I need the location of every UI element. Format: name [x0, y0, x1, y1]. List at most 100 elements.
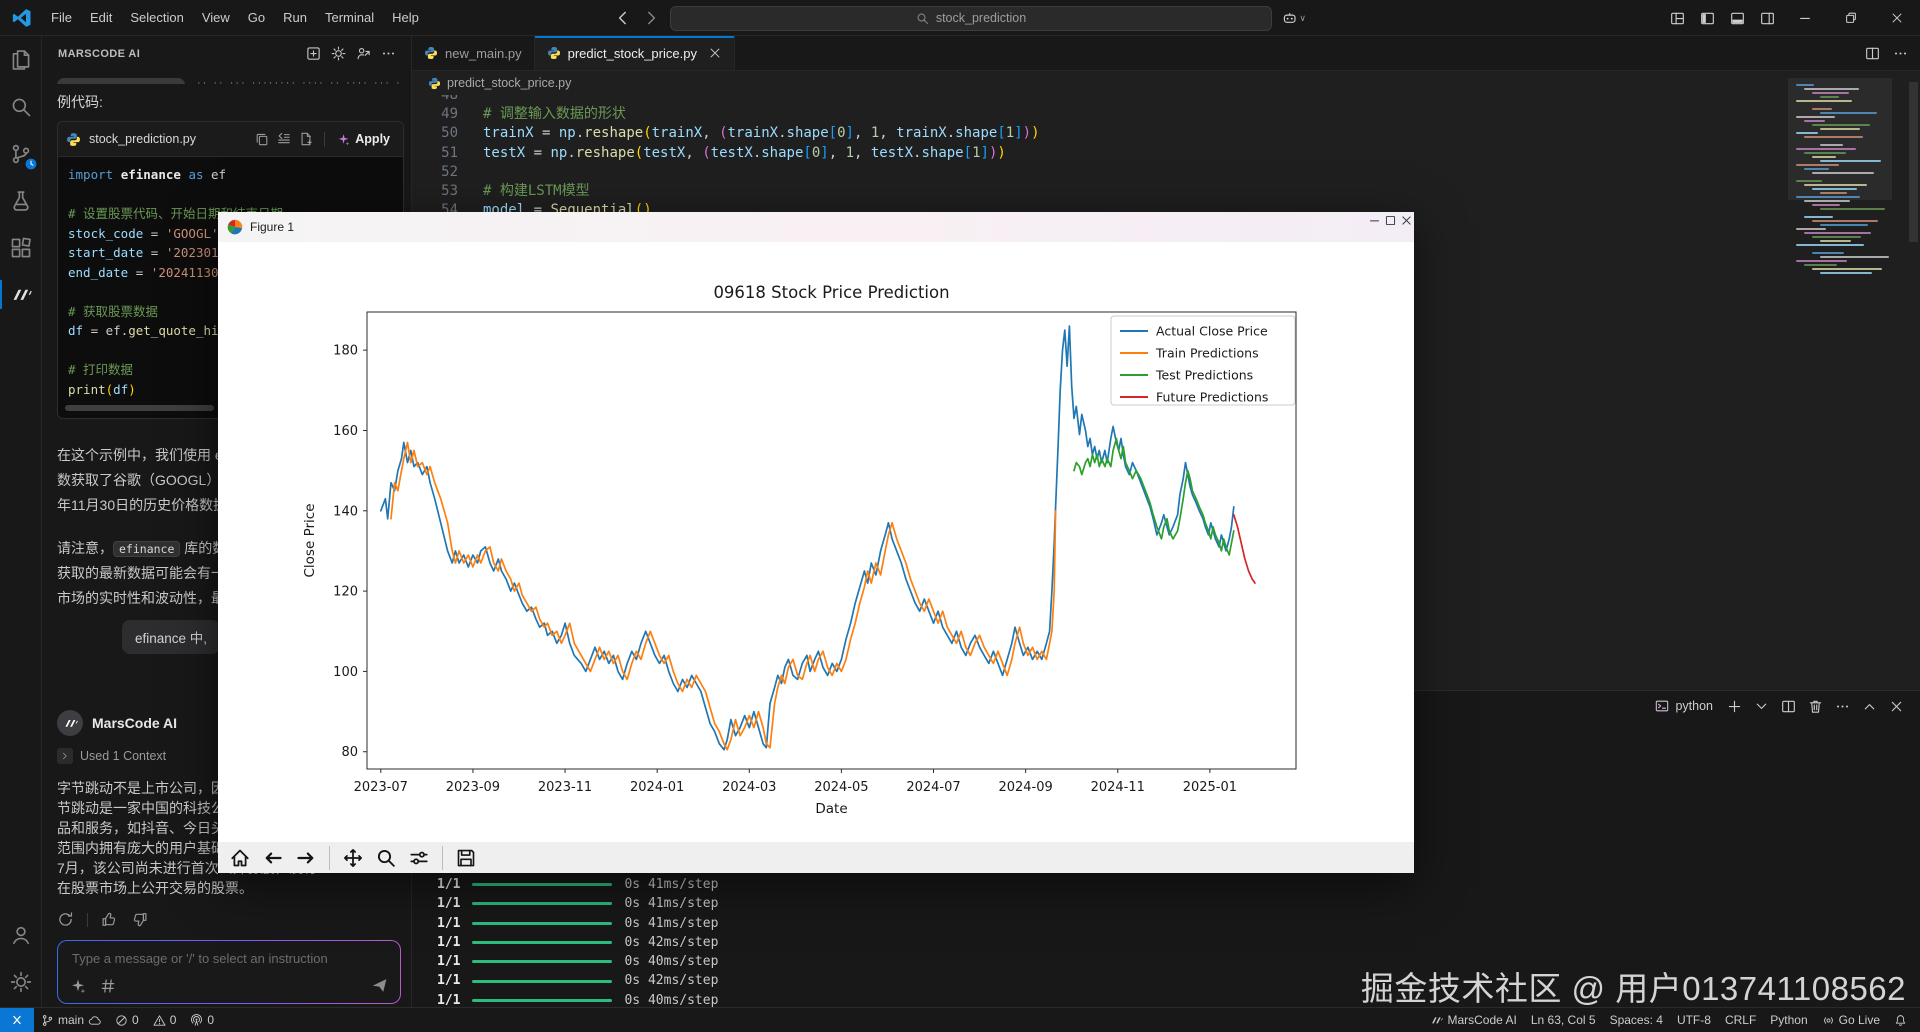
status-item[interactable]: [1887, 1014, 1914, 1027]
close-icon[interactable]: [1888, 698, 1904, 714]
copilot-icon[interactable]: ∨: [1282, 6, 1306, 30]
terminal-output[interactable]: 1/1 0s 41ms/step 1/1 0s 41ms/step 1/1 0s 41ms…: [412, 721, 1920, 1007]
code-card-scrollbar[interactable]: [65, 404, 396, 412]
maximize-icon[interactable]: [1382, 212, 1398, 228]
close-icon[interactable]: [1874, 0, 1920, 36]
layout-sidebar-right-icon[interactable]: [1752, 0, 1782, 36]
settings-gear-icon[interactable]: [0, 958, 42, 1005]
menu-view[interactable]: View: [201, 10, 230, 25]
breadcrumb[interactable]: predict_stock_price.py: [412, 71, 1920, 95]
python-icon: [424, 46, 438, 60]
nav-back-icon[interactable]: [614, 9, 632, 27]
status-item-0[interactable]: 0: [108, 1008, 146, 1032]
command-center: stock_prediction ∨: [614, 0, 1306, 36]
editor-scrollbar[interactable]: [1909, 82, 1918, 242]
line-number: 48: [441, 95, 458, 103]
status-item-go-live[interactable]: Go Live: [1815, 1013, 1887, 1027]
terminal-tab-python[interactable]: python: [1655, 699, 1713, 713]
new-file-icon[interactable]: [295, 128, 317, 150]
apply-button[interactable]: Apply: [332, 132, 395, 146]
broadcast-icon: [1822, 1014, 1835, 1027]
copy-icon[interactable]: [251, 128, 273, 150]
source-control-icon[interactable]: [0, 130, 42, 177]
zoom-icon[interactable]: [376, 848, 396, 868]
status-item-python[interactable]: Python: [1770, 1013, 1808, 1027]
configure-icon[interactable]: [409, 848, 429, 868]
pan-icon[interactable]: [343, 848, 363, 868]
close-icon[interactable]: [1398, 212, 1414, 228]
search-icon[interactable]: [0, 83, 42, 130]
minimize-icon[interactable]: [1782, 0, 1828, 36]
menu-edit[interactable]: Edit: [89, 10, 113, 25]
figure-toolbar: [218, 842, 1414, 873]
scrollbar-thumb[interactable]: [65, 405, 214, 411]
status-item-ln-63-col-5[interactable]: Ln 63, Col 5: [1530, 1013, 1596, 1027]
menu-help[interactable]: Help: [392, 10, 419, 25]
figure-titlebar[interactable]: Figure 1: [218, 212, 1414, 242]
chevron-up-icon[interactable]: [1861, 698, 1877, 714]
status-item-0[interactable]: 0: [146, 1008, 184, 1032]
extensions-icon[interactable]: [0, 224, 42, 271]
step-time: 0s 40ms/step: [624, 954, 719, 970]
search-input[interactable]: stock_prediction: [670, 5, 1272, 31]
progress-bar: [472, 979, 613, 983]
svg-text:2024-09: 2024-09: [998, 780, 1052, 795]
explorer-icon[interactable]: [0, 36, 42, 83]
layout-panel-icon[interactable]: [1722, 0, 1752, 36]
more-icon[interactable]: [376, 41, 401, 66]
insert-icon[interactable]: [273, 128, 295, 150]
context-row[interactable]: Used 1 Context: [57, 748, 401, 764]
more-icon[interactable]: [1892, 45, 1908, 61]
code-editor[interactable]: 48 49 # 调整输入数据的形状 50 trainX = np.reshape(tr…: [412, 95, 1920, 220]
back-icon[interactable]: [263, 848, 283, 868]
chevron-down-icon[interactable]: [1753, 698, 1769, 714]
status-item-crlf[interactable]: CRLF: [1724, 1013, 1757, 1027]
thumbs-down-icon[interactable]: [131, 911, 148, 928]
python-icon: [428, 77, 441, 90]
minimap[interactable]: [1788, 78, 1892, 290]
svg-text:120: 120: [333, 585, 358, 600]
status-item-spaces-4[interactable]: Spaces: 4: [1609, 1013, 1663, 1027]
layout-controls: [1662, 0, 1782, 36]
nav-forward-icon[interactable]: [642, 9, 660, 27]
menu-selection[interactable]: Selection: [130, 10, 184, 25]
home-icon[interactable]: [230, 848, 250, 868]
menu-terminal[interactable]: Terminal: [325, 10, 375, 25]
new-chat-icon[interactable]: [301, 41, 326, 66]
plus-icon[interactable]: [1726, 698, 1742, 714]
code-line: 53 # 构建LSTM模型: [412, 182, 1920, 201]
thumbs-up-icon[interactable]: [101, 911, 118, 928]
progress-label: 1/1: [437, 973, 461, 989]
status-item-marscode-ai[interactable]: MarsCode AI: [1423, 1013, 1523, 1027]
close-icon[interactable]: [708, 46, 722, 60]
more-icon[interactable]: [1834, 698, 1850, 714]
regenerate-icon[interactable]: [57, 911, 74, 928]
status-item-utf-8[interactable]: UTF-8: [1676, 1013, 1711, 1027]
menu-file[interactable]: File: [51, 10, 72, 25]
layout-customize-icon[interactable]: [1662, 0, 1692, 36]
remote-indicator[interactable]: [0, 1008, 34, 1032]
send-icon[interactable]: [371, 977, 388, 994]
test-flask-icon[interactable]: [0, 177, 42, 224]
save-icon[interactable]: [456, 848, 476, 868]
marscode-icon[interactable]: [0, 271, 42, 318]
status-item-main[interactable]: main: [34, 1008, 108, 1032]
settings-gear-icon[interactable]: [326, 41, 351, 66]
forward-icon[interactable]: [296, 848, 316, 868]
chat-input-field[interactable]: [70, 950, 383, 967]
menu-go[interactable]: Go: [247, 10, 266, 25]
tab-predict_stock_price.py[interactable]: predict_stock_price.py: [534, 36, 735, 70]
account-icon[interactable]: [0, 911, 42, 958]
split-editor-icon[interactable]: [1780, 698, 1796, 714]
sparkle-icon[interactable]: [70, 978, 86, 994]
layout-sidebar-left-icon[interactable]: [1692, 0, 1722, 36]
tab-new_main.py[interactable]: new_main.py: [412, 36, 535, 70]
status-item-0[interactable]: 0: [183, 1008, 221, 1032]
hash-icon[interactable]: [100, 978, 116, 994]
split-editor-icon[interactable]: [1864, 45, 1880, 61]
restore-icon[interactable]: [1828, 0, 1874, 36]
minimize-icon[interactable]: [1366, 212, 1382, 228]
menu-run[interactable]: Run: [283, 10, 307, 25]
share-icon[interactable]: [351, 41, 376, 66]
trash-icon[interactable]: [1807, 698, 1823, 714]
